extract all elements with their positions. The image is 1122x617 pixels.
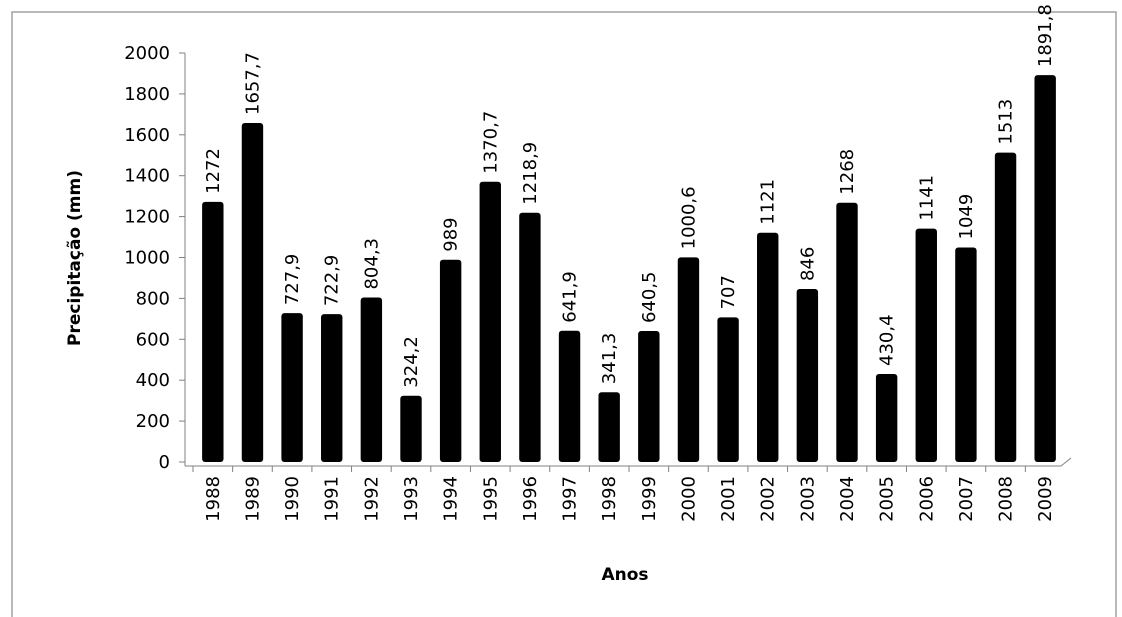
x-tick-label: 2006	[916, 476, 937, 522]
x-tick-label: 2001	[718, 476, 739, 522]
bar	[400, 395, 422, 462]
y-tick-label: 0	[159, 452, 170, 473]
bar	[955, 247, 977, 462]
floor	[185, 457, 1072, 467]
value-label: 846	[797, 247, 818, 281]
x-axis-title: Anos	[601, 565, 648, 585]
y-tick-label: 2000	[124, 43, 170, 64]
x-tick-label: 1988	[203, 476, 224, 522]
x-tick-label: 2003	[797, 476, 818, 522]
value-label: 1370,7	[480, 111, 501, 174]
value-label: 1268	[837, 149, 858, 195]
bar	[202, 201, 224, 462]
y-tick-label: 1400	[124, 166, 170, 187]
bar	[1034, 75, 1056, 463]
value-label: 1218,9	[520, 142, 541, 205]
y-axis-title: Precipitação (mm)	[65, 170, 85, 346]
x-tick-label: 1995	[480, 476, 501, 522]
y-tick-label: 400	[136, 370, 170, 391]
bar	[875, 373, 898, 462]
x-tick-label: 1989	[242, 476, 263, 522]
y-tick-label: 1200	[124, 207, 170, 228]
value-label: 324,2	[401, 336, 422, 388]
value-label: 341,3	[599, 333, 620, 385]
y-tick-label: 600	[136, 329, 170, 350]
value-label: 722,9	[322, 255, 343, 307]
value-label: 989	[441, 217, 462, 251]
x-tick-label: 2004	[837, 476, 858, 522]
value-label: 1000,6	[678, 186, 699, 249]
bar	[836, 202, 858, 462]
bar	[281, 313, 303, 462]
value-label: 727,9	[282, 254, 303, 306]
bar	[321, 314, 343, 462]
x-tick-label: 2007	[956, 476, 977, 522]
y-tick-label: 1800	[124, 84, 170, 105]
value-label: 1141	[916, 175, 937, 221]
bar	[638, 331, 660, 462]
y-tick-label: 1600	[124, 125, 170, 146]
y-tick-label: 1000	[124, 248, 170, 269]
bar	[241, 123, 264, 462]
chart-frame	[11, 11, 1117, 617]
x-tick-label: 1999	[639, 476, 660, 522]
bar	[519, 212, 541, 462]
value-label: 640,5	[639, 271, 660, 323]
bar	[677, 257, 700, 462]
x-tick-label: 1991	[322, 476, 343, 522]
value-label: 1121	[758, 179, 779, 225]
bar	[757, 232, 779, 462]
value-label: 1891,8	[1035, 4, 1056, 67]
x-tick-label: 2002	[758, 476, 779, 522]
x-tick-label: 1998	[599, 476, 620, 522]
bar	[558, 330, 581, 462]
x-tick-label: 2000	[678, 476, 699, 522]
bar	[479, 181, 501, 463]
x-tick-label: 2009	[1035, 476, 1056, 522]
x-tick-label: 2005	[877, 476, 898, 522]
x-tick-label: 1993	[401, 476, 422, 522]
bar	[717, 317, 739, 462]
x-tick-label: 2008	[996, 476, 1017, 522]
value-label: 1049	[956, 194, 977, 240]
value-label: 1513	[996, 99, 1017, 145]
value-label: 1657,7	[242, 52, 263, 115]
value-label: 430,4	[877, 314, 898, 366]
x-tick-label: 1997	[560, 476, 581, 522]
value-label: 804,3	[361, 238, 382, 290]
value-label: 707	[718, 275, 739, 309]
bar	[915, 228, 937, 462]
bar	[439, 259, 462, 462]
bar	[360, 297, 383, 462]
x-tick-label: 1992	[361, 476, 382, 522]
y-tick-label: 200	[136, 411, 170, 432]
value-label: 641,9	[560, 271, 581, 323]
bar	[994, 152, 1017, 463]
bar	[796, 288, 819, 462]
x-tick-label: 1996	[520, 476, 541, 522]
x-tick-label: 1990	[282, 476, 303, 522]
value-label: 1272	[203, 148, 224, 194]
y-tick-label: 800	[136, 288, 170, 309]
x-tick-label: 1994	[441, 476, 462, 522]
bar	[598, 392, 620, 462]
